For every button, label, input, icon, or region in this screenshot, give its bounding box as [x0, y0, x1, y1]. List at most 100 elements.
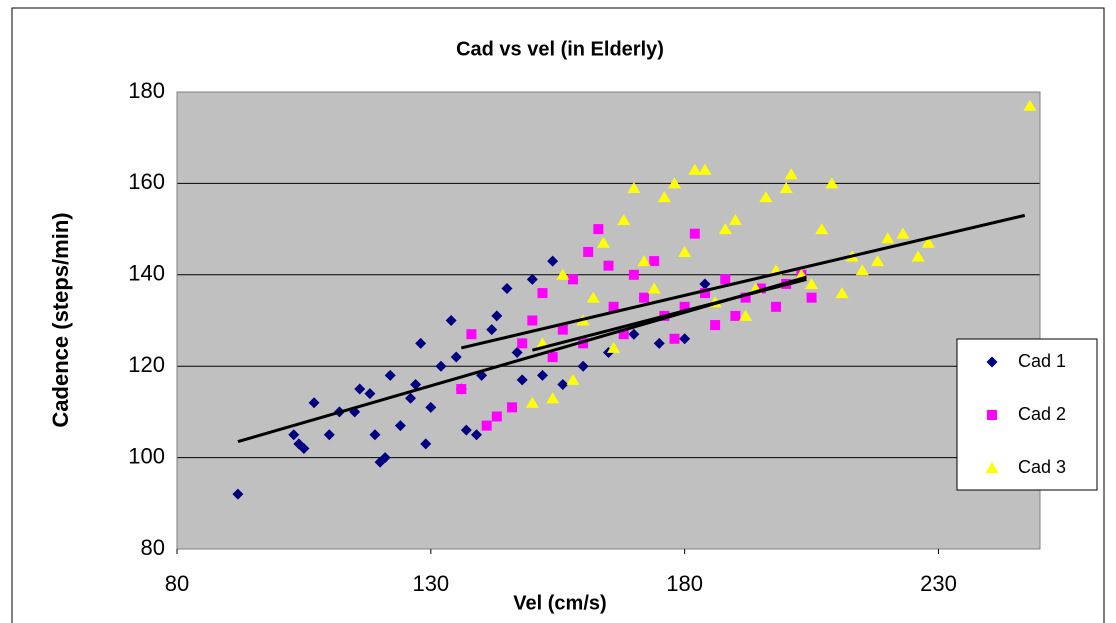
legend-marker — [986, 356, 998, 368]
point — [805, 277, 819, 289]
point — [815, 223, 829, 235]
point — [308, 397, 320, 409]
point — [739, 309, 753, 321]
point — [369, 429, 381, 441]
point — [354, 383, 366, 395]
point — [557, 324, 568, 335]
trendline — [531, 277, 807, 352]
point — [364, 388, 376, 400]
point — [450, 351, 462, 363]
y-tick-label: 140 — [128, 261, 165, 286]
point — [835, 287, 849, 299]
point — [779, 181, 793, 193]
legend-marker — [987, 410, 997, 420]
point — [394, 420, 406, 432]
point — [460, 424, 472, 436]
point — [557, 378, 569, 390]
point — [566, 373, 580, 385]
point — [526, 273, 538, 285]
point — [657, 191, 671, 203]
point — [577, 360, 589, 372]
chart-title: Cad vs vel (in Elderly) — [456, 38, 664, 60]
point — [653, 337, 665, 349]
point — [517, 338, 528, 349]
point — [232, 488, 244, 500]
point — [667, 177, 681, 189]
point — [688, 163, 702, 175]
point — [537, 288, 548, 299]
point — [759, 191, 773, 203]
y-axis-label: Cadence (steps/min) — [48, 212, 73, 427]
point — [608, 301, 619, 312]
point — [921, 236, 935, 248]
point — [456, 384, 467, 395]
point — [596, 236, 610, 248]
point — [718, 223, 732, 235]
point — [639, 292, 650, 303]
point — [806, 292, 817, 303]
point — [298, 442, 310, 454]
point — [445, 315, 457, 326]
point — [491, 310, 503, 322]
point — [699, 278, 711, 290]
point — [911, 250, 925, 262]
point — [710, 320, 721, 331]
point — [881, 232, 895, 244]
point — [603, 260, 614, 271]
point — [637, 255, 651, 267]
point — [730, 310, 741, 321]
point — [420, 438, 432, 450]
x-tick-label: 80 — [165, 571, 189, 596]
plot-border — [176, 91, 1041, 550]
point — [649, 256, 660, 267]
point — [586, 291, 600, 303]
point — [679, 333, 691, 345]
point — [384, 369, 396, 381]
point — [871, 255, 885, 267]
point — [784, 168, 798, 180]
point — [537, 369, 549, 381]
point — [607, 341, 621, 353]
point — [855, 264, 869, 276]
point — [323, 429, 335, 441]
y-tick-label: 120 — [128, 352, 165, 377]
point — [627, 181, 641, 193]
point — [669, 333, 680, 344]
x-tick-label: 130 — [412, 571, 449, 596]
point — [435, 360, 447, 372]
point — [481, 420, 492, 431]
point — [511, 346, 523, 358]
point — [525, 396, 539, 408]
point — [501, 283, 513, 295]
legend-label: Cad 1 — [1018, 351, 1066, 371]
point — [410, 378, 422, 390]
point — [567, 274, 578, 285]
point — [771, 301, 782, 312]
point — [466, 329, 477, 340]
point — [698, 163, 712, 175]
point — [1023, 99, 1037, 111]
point — [425, 401, 437, 413]
point — [583, 246, 594, 257]
point — [516, 374, 528, 386]
point — [628, 269, 639, 280]
y-tick-label: 100 — [128, 443, 165, 468]
legend — [956, 338, 1098, 491]
legend-label: Cad 3 — [1018, 457, 1066, 477]
point — [491, 411, 502, 422]
point — [507, 402, 518, 413]
y-tick-label: 160 — [128, 169, 165, 194]
x-tick-label: 230 — [920, 571, 957, 596]
point — [617, 213, 631, 225]
point — [896, 227, 910, 239]
point — [415, 337, 427, 349]
point — [546, 392, 560, 404]
point — [628, 328, 640, 340]
legend-label: Cad 2 — [1018, 404, 1066, 424]
point — [527, 315, 538, 326]
point — [547, 255, 559, 267]
point — [288, 429, 300, 441]
x-tick-label: 180 — [666, 571, 703, 596]
point — [720, 274, 731, 285]
